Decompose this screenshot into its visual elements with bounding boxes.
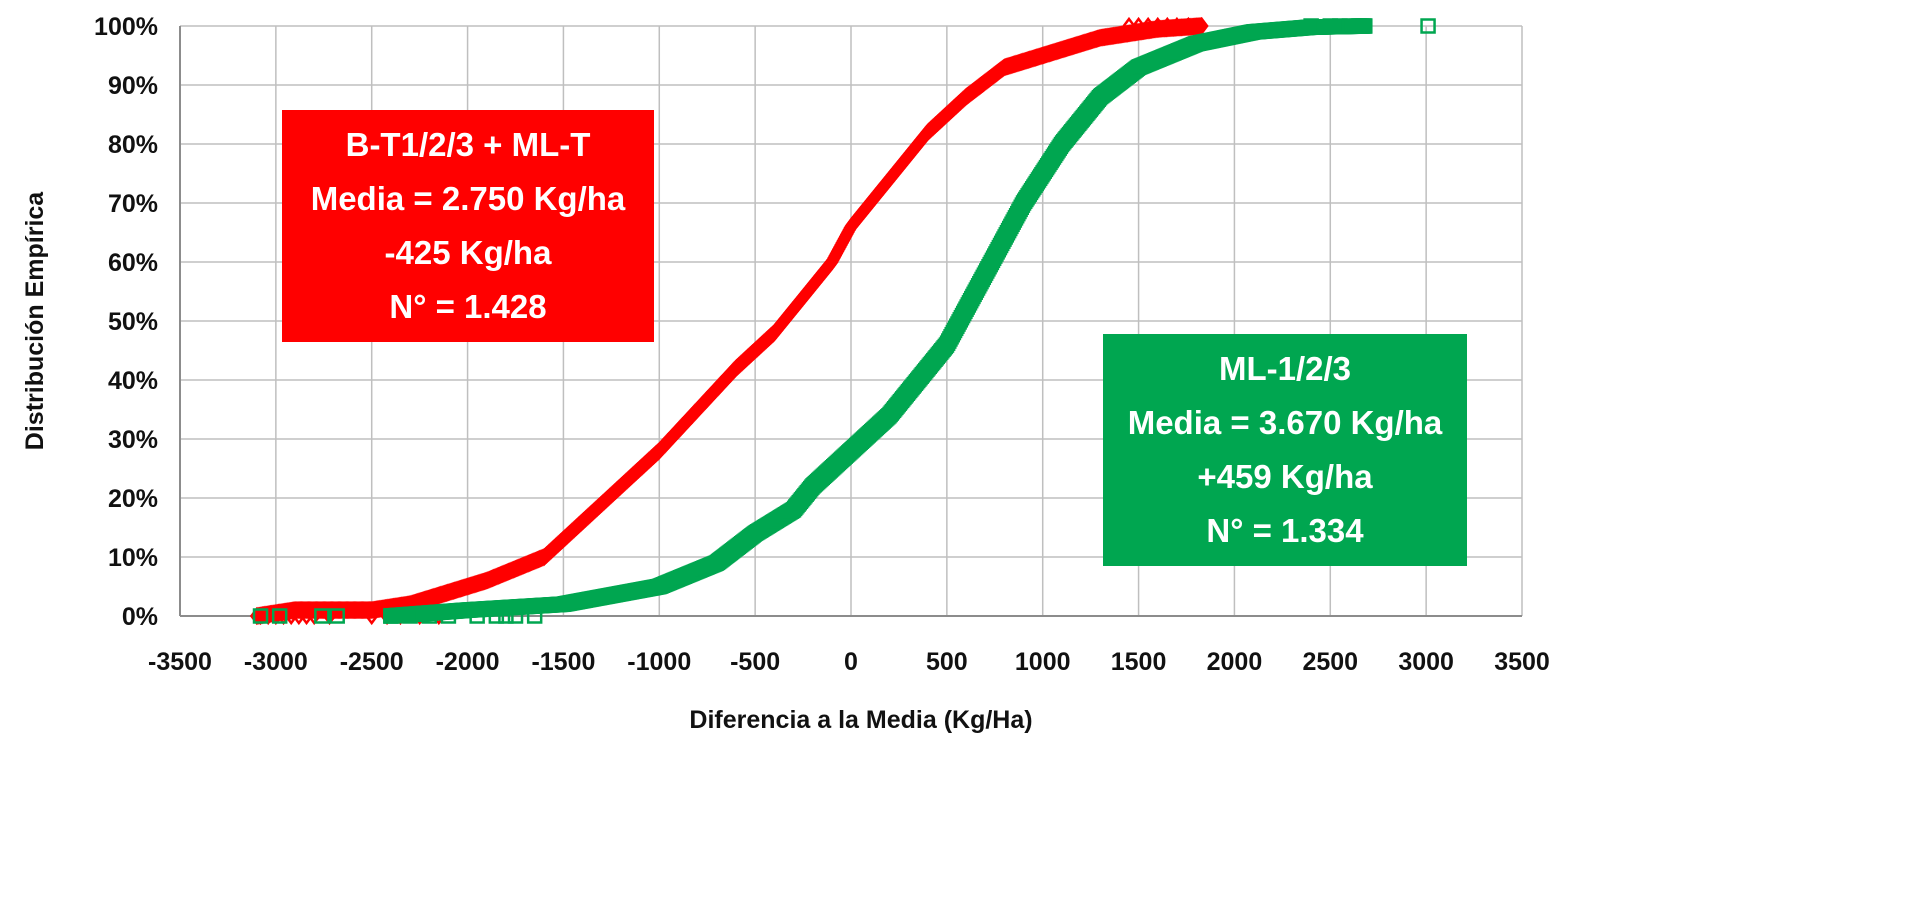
data-point-square bbox=[1357, 18, 1373, 34]
x-tick-label: -3000 bbox=[244, 648, 308, 676]
x-tick-label: 0 bbox=[844, 648, 858, 676]
data-point-diamond bbox=[1195, 16, 1209, 36]
data-point-diamond bbox=[1150, 16, 1165, 36]
data-point-diamond bbox=[1122, 16, 1136, 36]
annotation-red-line-1: B-T1/2/3 + ML-T bbox=[345, 126, 591, 163]
x-tick-label: -1000 bbox=[627, 648, 691, 676]
y-tick-label: 20% bbox=[108, 485, 158, 513]
x-tick-label: 1500 bbox=[1111, 648, 1167, 676]
y-tick-label: 100% bbox=[94, 13, 158, 41]
data-point-diamond bbox=[1141, 16, 1155, 36]
data-point-diamond bbox=[364, 606, 379, 626]
data-point-diamond bbox=[1170, 16, 1184, 36]
annotation-green-line-4: N° = 1.334 bbox=[1206, 512, 1364, 549]
y-tick-label: 40% bbox=[108, 367, 158, 395]
x-tick-label: 2500 bbox=[1302, 648, 1358, 676]
y-tick-label: 50% bbox=[108, 308, 158, 336]
data-point-square bbox=[498, 608, 514, 624]
data-point-square bbox=[329, 608, 345, 624]
x-tick-label: 1000 bbox=[1015, 648, 1071, 676]
annotation-red-line-3: -425 Kg/ha bbox=[384, 234, 552, 271]
x-tick-label: -1500 bbox=[531, 648, 595, 676]
x-tick-label: 500 bbox=[926, 648, 968, 676]
annotation-box-green: ML-1/2/3 Media = 3.670 Kg/ha +459 Kg/ha … bbox=[1103, 334, 1467, 566]
y-tick-label: 80% bbox=[108, 131, 158, 159]
x-axis-title: Diferencia a la Media (Kg/Ha) bbox=[689, 706, 1032, 734]
data-point-square bbox=[526, 608, 543, 624]
data-point-square bbox=[507, 608, 524, 624]
data-point-square bbox=[1332, 18, 1348, 34]
annotation-box-red: B-T1/2/3 + ML-T Media = 2.750 Kg/ha -425… bbox=[282, 110, 654, 342]
x-tick-label: -3500 bbox=[148, 648, 212, 676]
y-tick-label: 90% bbox=[108, 72, 158, 100]
data-point-square bbox=[469, 608, 485, 624]
data-point-square bbox=[421, 608, 437, 624]
data-point-square bbox=[1420, 18, 1436, 34]
data-point-diamond bbox=[1160, 16, 1175, 36]
x-tick-label: -2500 bbox=[340, 648, 404, 676]
y-tick-label: 10% bbox=[108, 544, 158, 572]
annotation-green-line-1: ML-1/2/3 bbox=[1218, 350, 1352, 387]
y-tick-label: 60% bbox=[108, 249, 158, 277]
data-point-square bbox=[1303, 18, 1319, 34]
y-tick-label: 0% bbox=[122, 603, 158, 631]
annotation-green-line-2: Media = 3.670 Kg/ha bbox=[1127, 404, 1443, 441]
data-point-square bbox=[252, 608, 269, 624]
annotation-red-line-4: N° = 1.428 bbox=[389, 288, 547, 325]
data-point-square bbox=[402, 608, 418, 624]
x-tick-label: -500 bbox=[730, 648, 780, 676]
x-tick-label: 3000 bbox=[1398, 648, 1454, 676]
x-tick-label: 2000 bbox=[1207, 648, 1263, 676]
data-point-square bbox=[271, 608, 288, 624]
data-point-square bbox=[488, 608, 505, 624]
data-point-square bbox=[1322, 18, 1339, 34]
data-point-diamond bbox=[1181, 16, 1196, 36]
x-tick-label: -2000 bbox=[436, 648, 500, 676]
x-tick-label: 3500 bbox=[1494, 648, 1550, 676]
annotation-green-line-3: +459 Kg/ha bbox=[1197, 458, 1373, 495]
series-green bbox=[252, 18, 1436, 624]
data-point-square bbox=[440, 608, 457, 624]
data-point-diamond bbox=[1131, 16, 1146, 36]
data-point-square bbox=[1341, 18, 1358, 34]
y-tick-label: 70% bbox=[108, 190, 158, 218]
data-point-square bbox=[383, 608, 399, 624]
annotation-red-line-2: Media = 2.750 Kg/ha bbox=[310, 180, 626, 217]
y-tick-label: 30% bbox=[108, 426, 158, 454]
y-axis-title: Distribución Empírica bbox=[21, 191, 49, 450]
data-point-square bbox=[314, 608, 330, 624]
